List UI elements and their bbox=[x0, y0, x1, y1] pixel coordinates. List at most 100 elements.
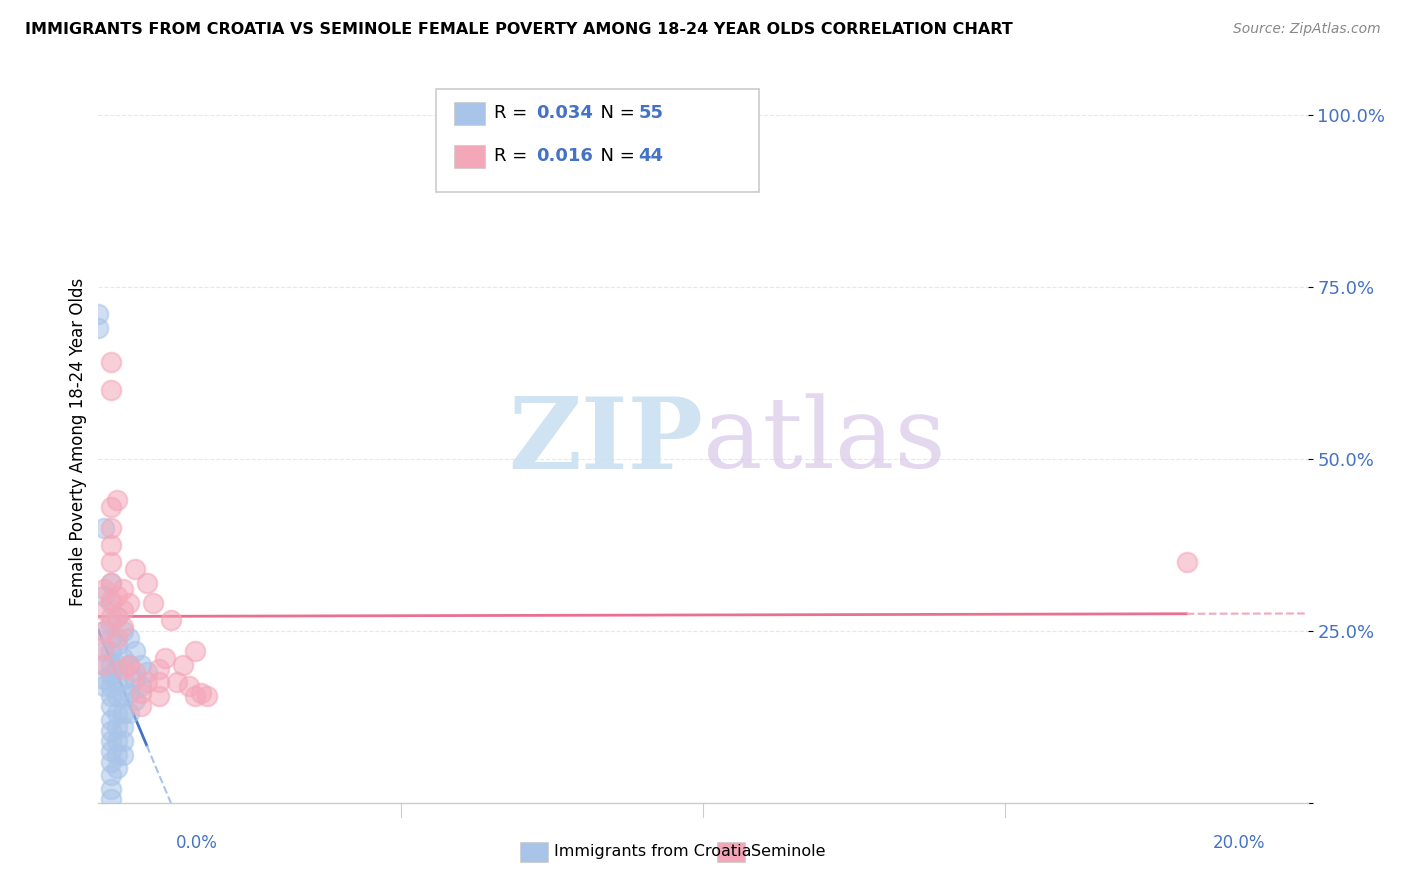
Point bbox=[118, 686, 141, 700]
Point bbox=[142, 596, 165, 610]
Point bbox=[93, 679, 115, 693]
Point bbox=[100, 538, 122, 552]
Point bbox=[105, 761, 128, 775]
Point bbox=[105, 638, 128, 652]
Point bbox=[100, 575, 122, 590]
Point bbox=[93, 603, 115, 617]
Point bbox=[100, 631, 122, 645]
Point bbox=[105, 610, 128, 624]
Point bbox=[105, 590, 128, 604]
Point bbox=[179, 679, 201, 693]
Point bbox=[100, 575, 122, 590]
Point bbox=[93, 640, 115, 655]
Point bbox=[111, 620, 134, 634]
Point bbox=[93, 590, 115, 604]
Point bbox=[124, 665, 146, 679]
Point bbox=[172, 658, 194, 673]
Point bbox=[105, 610, 128, 624]
Point bbox=[190, 686, 212, 700]
Point bbox=[100, 355, 122, 369]
Point bbox=[93, 658, 115, 673]
Point bbox=[124, 644, 146, 658]
Text: IMMIGRANTS FROM CROATIA VS SEMINOLE FEMALE POVERTY AMONG 18-24 YEAR OLDS CORRELA: IMMIGRANTS FROM CROATIA VS SEMINOLE FEMA… bbox=[25, 22, 1014, 37]
Point bbox=[93, 658, 115, 673]
Point bbox=[93, 624, 115, 638]
Point bbox=[129, 686, 152, 700]
Point bbox=[100, 500, 122, 514]
Point bbox=[105, 658, 128, 673]
Point bbox=[100, 644, 122, 658]
Point bbox=[166, 675, 188, 690]
Text: 0.034: 0.034 bbox=[536, 104, 592, 122]
Point bbox=[93, 672, 115, 686]
Point bbox=[93, 582, 115, 597]
Point bbox=[100, 596, 122, 610]
Point bbox=[100, 782, 122, 797]
Text: 20.0%: 20.0% bbox=[1213, 834, 1265, 852]
Point bbox=[87, 307, 110, 321]
Point bbox=[111, 672, 134, 686]
Point bbox=[111, 624, 134, 638]
Point bbox=[100, 734, 122, 748]
Point bbox=[100, 668, 122, 682]
Point bbox=[100, 689, 122, 703]
Point bbox=[100, 555, 122, 569]
Point bbox=[111, 689, 134, 703]
Point bbox=[111, 582, 134, 597]
Point bbox=[148, 675, 170, 690]
Point bbox=[135, 675, 157, 690]
Point bbox=[124, 562, 146, 576]
Text: ZIP: ZIP bbox=[508, 393, 703, 490]
Point bbox=[111, 706, 134, 721]
Point bbox=[100, 610, 122, 624]
Point bbox=[184, 644, 207, 658]
Text: R =: R = bbox=[494, 147, 533, 165]
Point bbox=[124, 692, 146, 706]
Point bbox=[105, 493, 128, 508]
Point bbox=[100, 755, 122, 769]
Point bbox=[148, 662, 170, 676]
Point bbox=[105, 631, 128, 645]
Point bbox=[100, 723, 122, 738]
Point bbox=[87, 321, 110, 335]
Point bbox=[93, 520, 115, 534]
Point bbox=[105, 706, 128, 721]
Point bbox=[124, 672, 146, 686]
Point bbox=[129, 679, 152, 693]
Point bbox=[129, 699, 152, 714]
Point bbox=[118, 706, 141, 721]
Point bbox=[111, 734, 134, 748]
Point bbox=[100, 592, 122, 607]
Text: 0.016: 0.016 bbox=[536, 147, 592, 165]
Point bbox=[100, 768, 122, 782]
Text: atlas: atlas bbox=[703, 393, 946, 490]
Point bbox=[105, 720, 128, 734]
Point bbox=[105, 734, 128, 748]
Text: N =: N = bbox=[589, 104, 641, 122]
Point bbox=[111, 651, 134, 665]
Point bbox=[93, 624, 115, 638]
Point bbox=[118, 658, 141, 673]
Text: Seminole: Seminole bbox=[751, 845, 825, 859]
Point bbox=[129, 658, 152, 673]
Point bbox=[135, 575, 157, 590]
Point bbox=[160, 614, 183, 628]
Point bbox=[100, 792, 122, 806]
Point bbox=[100, 383, 122, 397]
Point bbox=[148, 689, 170, 703]
Text: R =: R = bbox=[494, 104, 533, 122]
Point bbox=[111, 603, 134, 617]
Text: 55: 55 bbox=[638, 104, 664, 122]
Point bbox=[184, 689, 207, 703]
Point bbox=[105, 689, 128, 703]
Point bbox=[100, 658, 122, 673]
Text: Source: ZipAtlas.com: Source: ZipAtlas.com bbox=[1233, 22, 1381, 37]
Point bbox=[100, 616, 122, 631]
Point bbox=[105, 747, 128, 762]
Text: 44: 44 bbox=[638, 147, 664, 165]
Point bbox=[111, 720, 134, 734]
Point bbox=[1175, 555, 1198, 569]
Point bbox=[100, 744, 122, 758]
Point bbox=[195, 689, 218, 703]
Point bbox=[118, 658, 141, 673]
